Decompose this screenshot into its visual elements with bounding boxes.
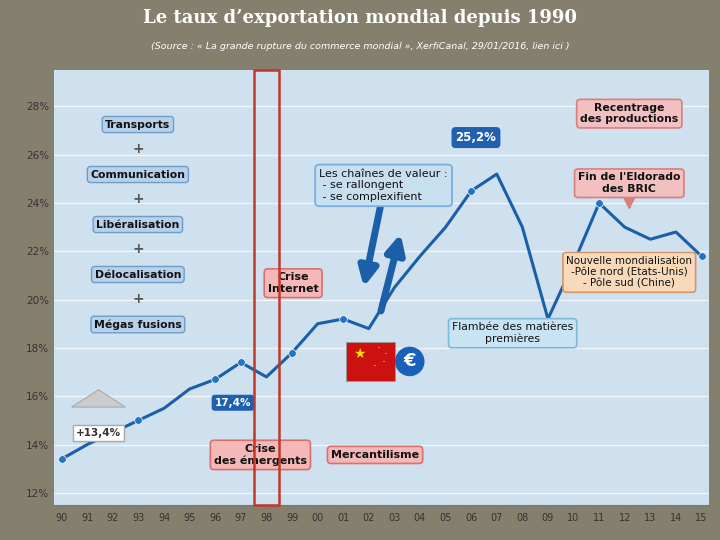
Text: Libéralisation: Libéralisation [96, 220, 179, 229]
Text: Recentrage
des productions: Recentrage des productions [580, 103, 678, 124]
Text: ★: ★ [353, 347, 366, 361]
Polygon shape [72, 390, 125, 407]
Text: Fin de l'Eldorado
des BRIC: Fin de l'Eldorado des BRIC [578, 172, 680, 194]
Text: 25,2%: 25,2% [456, 131, 496, 144]
Text: Transports: Transports [105, 119, 171, 130]
Bar [253, 70, 279, 505]
Text: +: + [132, 143, 144, 156]
Text: Communication: Communication [91, 170, 185, 179]
Text: +: + [132, 242, 144, 256]
Text: Le taux d’exportation mondial depuis 1990: Le taux d’exportation mondial depuis 199… [143, 9, 577, 27]
Text: Flambée des matières
premières: Flambée des matières premières [452, 322, 573, 345]
Text: (Source : « La grande rupture du commerce mondial », XerfiCanal, 29/01/2016, lie: (Source : « La grande rupture du commerc… [150, 42, 570, 51]
Text: €: € [403, 353, 416, 370]
Text: Crise
des émergents: Crise des émergents [214, 444, 307, 466]
Text: Mercantilisme: Mercantilisme [331, 450, 419, 460]
Text: +: + [132, 292, 144, 306]
Text: ·: · [382, 356, 386, 369]
Text: Nouvelle mondialisation
-Pôle nord (Etats-Unis)
- Pôle sud (Chine): Nouvelle mondialisation -Pôle nord (Etat… [566, 256, 692, 289]
Text: ·: · [373, 360, 377, 373]
Text: 17,4%: 17,4% [215, 398, 251, 408]
Text: +: + [132, 192, 144, 206]
Text: ·: · [377, 342, 381, 355]
Text: Délocalisation: Délocalisation [94, 269, 181, 280]
Text: Crise
Internet: Crise Internet [268, 272, 318, 294]
Text: ·: · [384, 348, 388, 361]
FancyBboxPatch shape [346, 342, 395, 381]
Text: +13,4%: +13,4% [76, 428, 121, 438]
Text: Les chaînes de valeur :
 - se rallongent
 - se complexifient: Les chaînes de valeur : - se rallongent … [320, 169, 448, 202]
Text: Mégas fusions: Mégas fusions [94, 319, 181, 330]
